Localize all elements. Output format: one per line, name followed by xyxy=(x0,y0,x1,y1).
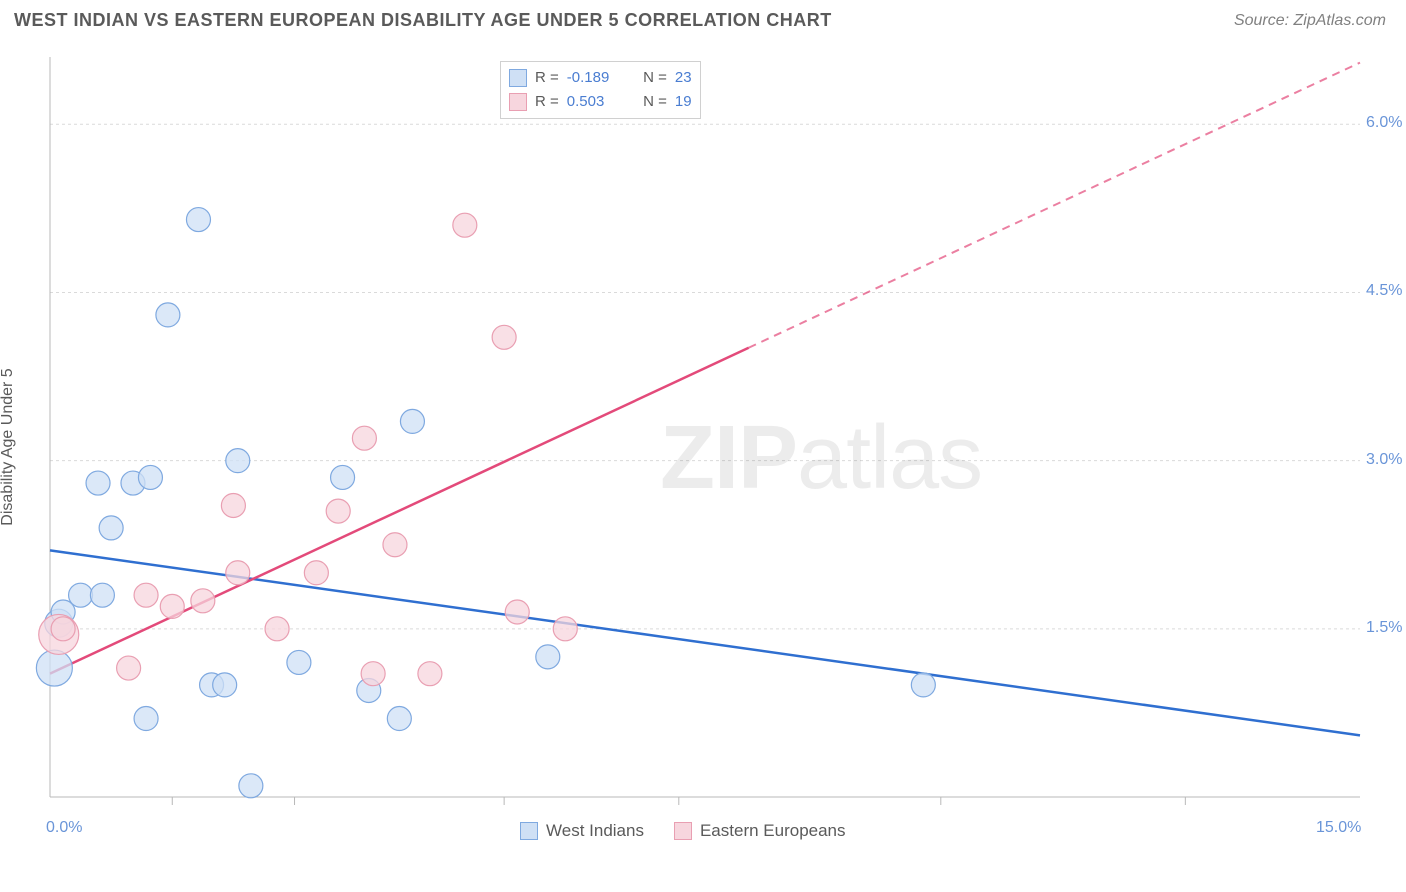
legend-swatch xyxy=(520,822,538,840)
chart-area: Disability Age Under 5 1.5%3.0%4.5%6.0% … xyxy=(0,37,1406,857)
n-value: 19 xyxy=(675,90,692,114)
r-label: R = xyxy=(535,66,559,90)
y-tick-label: 1.5% xyxy=(1366,619,1402,637)
n-label: N = xyxy=(643,90,667,114)
stats-legend-box: R = -0.189 N = 23R = 0.503 N = 19 xyxy=(500,61,701,119)
series-swatch xyxy=(509,69,527,87)
legend-label: Eastern Europeans xyxy=(700,821,846,841)
legend-item: Eastern Europeans xyxy=(674,821,846,841)
stats-row: R = -0.189 N = 23 xyxy=(509,66,692,90)
r-label: R = xyxy=(535,90,559,114)
x-axis-min-label: 0.0% xyxy=(46,819,82,837)
chart-title: WEST INDIAN VS EASTERN EUROPEAN DISABILI… xyxy=(14,10,832,31)
y-tick-label: 3.0% xyxy=(1366,451,1402,469)
scatter-plot xyxy=(0,37,1406,857)
chart-source: Source: ZipAtlas.com xyxy=(1234,12,1386,30)
legend-swatch xyxy=(674,822,692,840)
r-value: -0.189 xyxy=(567,66,619,90)
series-legend: West Indians Eastern Europeans xyxy=(520,821,846,841)
n-value: 23 xyxy=(675,66,692,90)
n-label: N = xyxy=(643,66,667,90)
r-value: 0.503 xyxy=(567,90,619,114)
chart-header: WEST INDIAN VS EASTERN EUROPEAN DISABILI… xyxy=(0,0,1406,37)
stats-row: R = 0.503 N = 19 xyxy=(509,90,692,114)
series-swatch xyxy=(509,93,527,111)
y-tick-label: 4.5% xyxy=(1366,282,1402,300)
legend-item: West Indians xyxy=(520,821,644,841)
y-tick-label: 6.0% xyxy=(1366,114,1402,132)
legend-label: West Indians xyxy=(546,821,644,841)
x-axis-max-label: 15.0% xyxy=(1316,819,1361,837)
